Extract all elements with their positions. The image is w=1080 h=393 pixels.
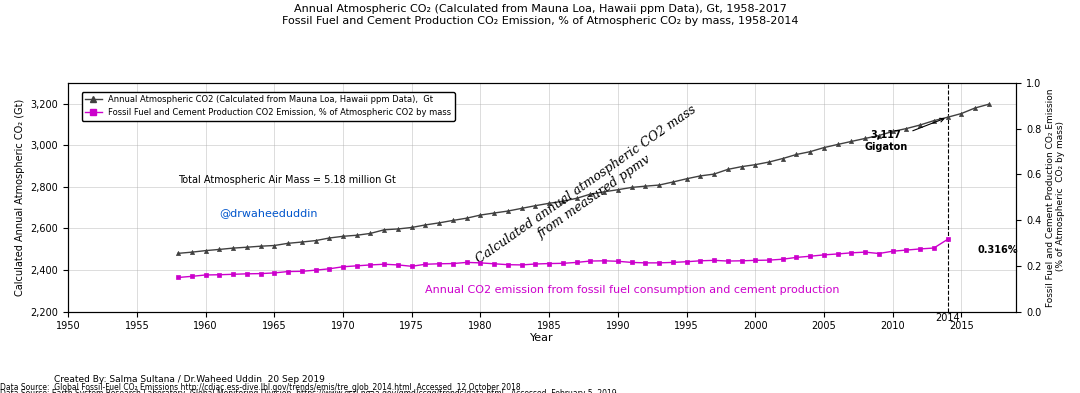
- Text: Total Atmospheric Air Mass = 5.18 million Gt: Total Atmospheric Air Mass = 5.18 millio…: [178, 175, 396, 185]
- X-axis label: Year: Year: [530, 332, 554, 343]
- Text: 3,117
Gigaton: 3,117 Gigaton: [864, 118, 944, 152]
- Y-axis label: Fossil Fuel and Cement Production CO₂ Emission
 (% of Atmospheric  CO₂ by mass): Fossil Fuel and Cement Production CO₂ Em…: [1045, 88, 1065, 307]
- Text: 0.316%: 0.316%: [977, 245, 1018, 255]
- Text: Calculated annual atmospheric CO2 mass
from measured ppmv: Calculated annual atmospheric CO2 mass f…: [473, 103, 707, 279]
- Text: Created By: Salma Sultana / Dr.Waheed Uddin  20 Sep 2019: Created By: Salma Sultana / Dr.Waheed Ud…: [54, 375, 325, 384]
- Text: Annual CO2 emission from fossil fuel consumption and cement production: Annual CO2 emission from fossil fuel con…: [426, 285, 840, 295]
- Text: Data Source: Earth System Research Laboratory, Global Monitoring Division, https: Data Source: Earth System Research Labor…: [0, 389, 617, 393]
- Text: 2014: 2014: [935, 312, 960, 323]
- Text: @drwaheeduddin: @drwaheeduddin: [219, 208, 318, 218]
- Y-axis label: Calculated Annual Atmospheric CO₂ (Gt): Calculated Annual Atmospheric CO₂ (Gt): [15, 99, 25, 296]
- Text: Data Source:  Global Fossil-Fuel CO₂ Emissions http://cdiac.ess-dive.lbl.gov/tre: Data Source: Global Fossil-Fuel CO₂ Emis…: [0, 383, 521, 392]
- Legend: Annual Atmospheric CO2 (Calculated from Mauna Loa, Hawaii ppm Data),  Gt, Fossil: Annual Atmospheric CO2 (Calculated from …: [82, 92, 455, 121]
- Text: Annual Atmospheric CO₂ (Calculated from Mauna Loa, Hawaii ppm Data), Gt, 1958-20: Annual Atmospheric CO₂ (Calculated from …: [282, 4, 798, 26]
